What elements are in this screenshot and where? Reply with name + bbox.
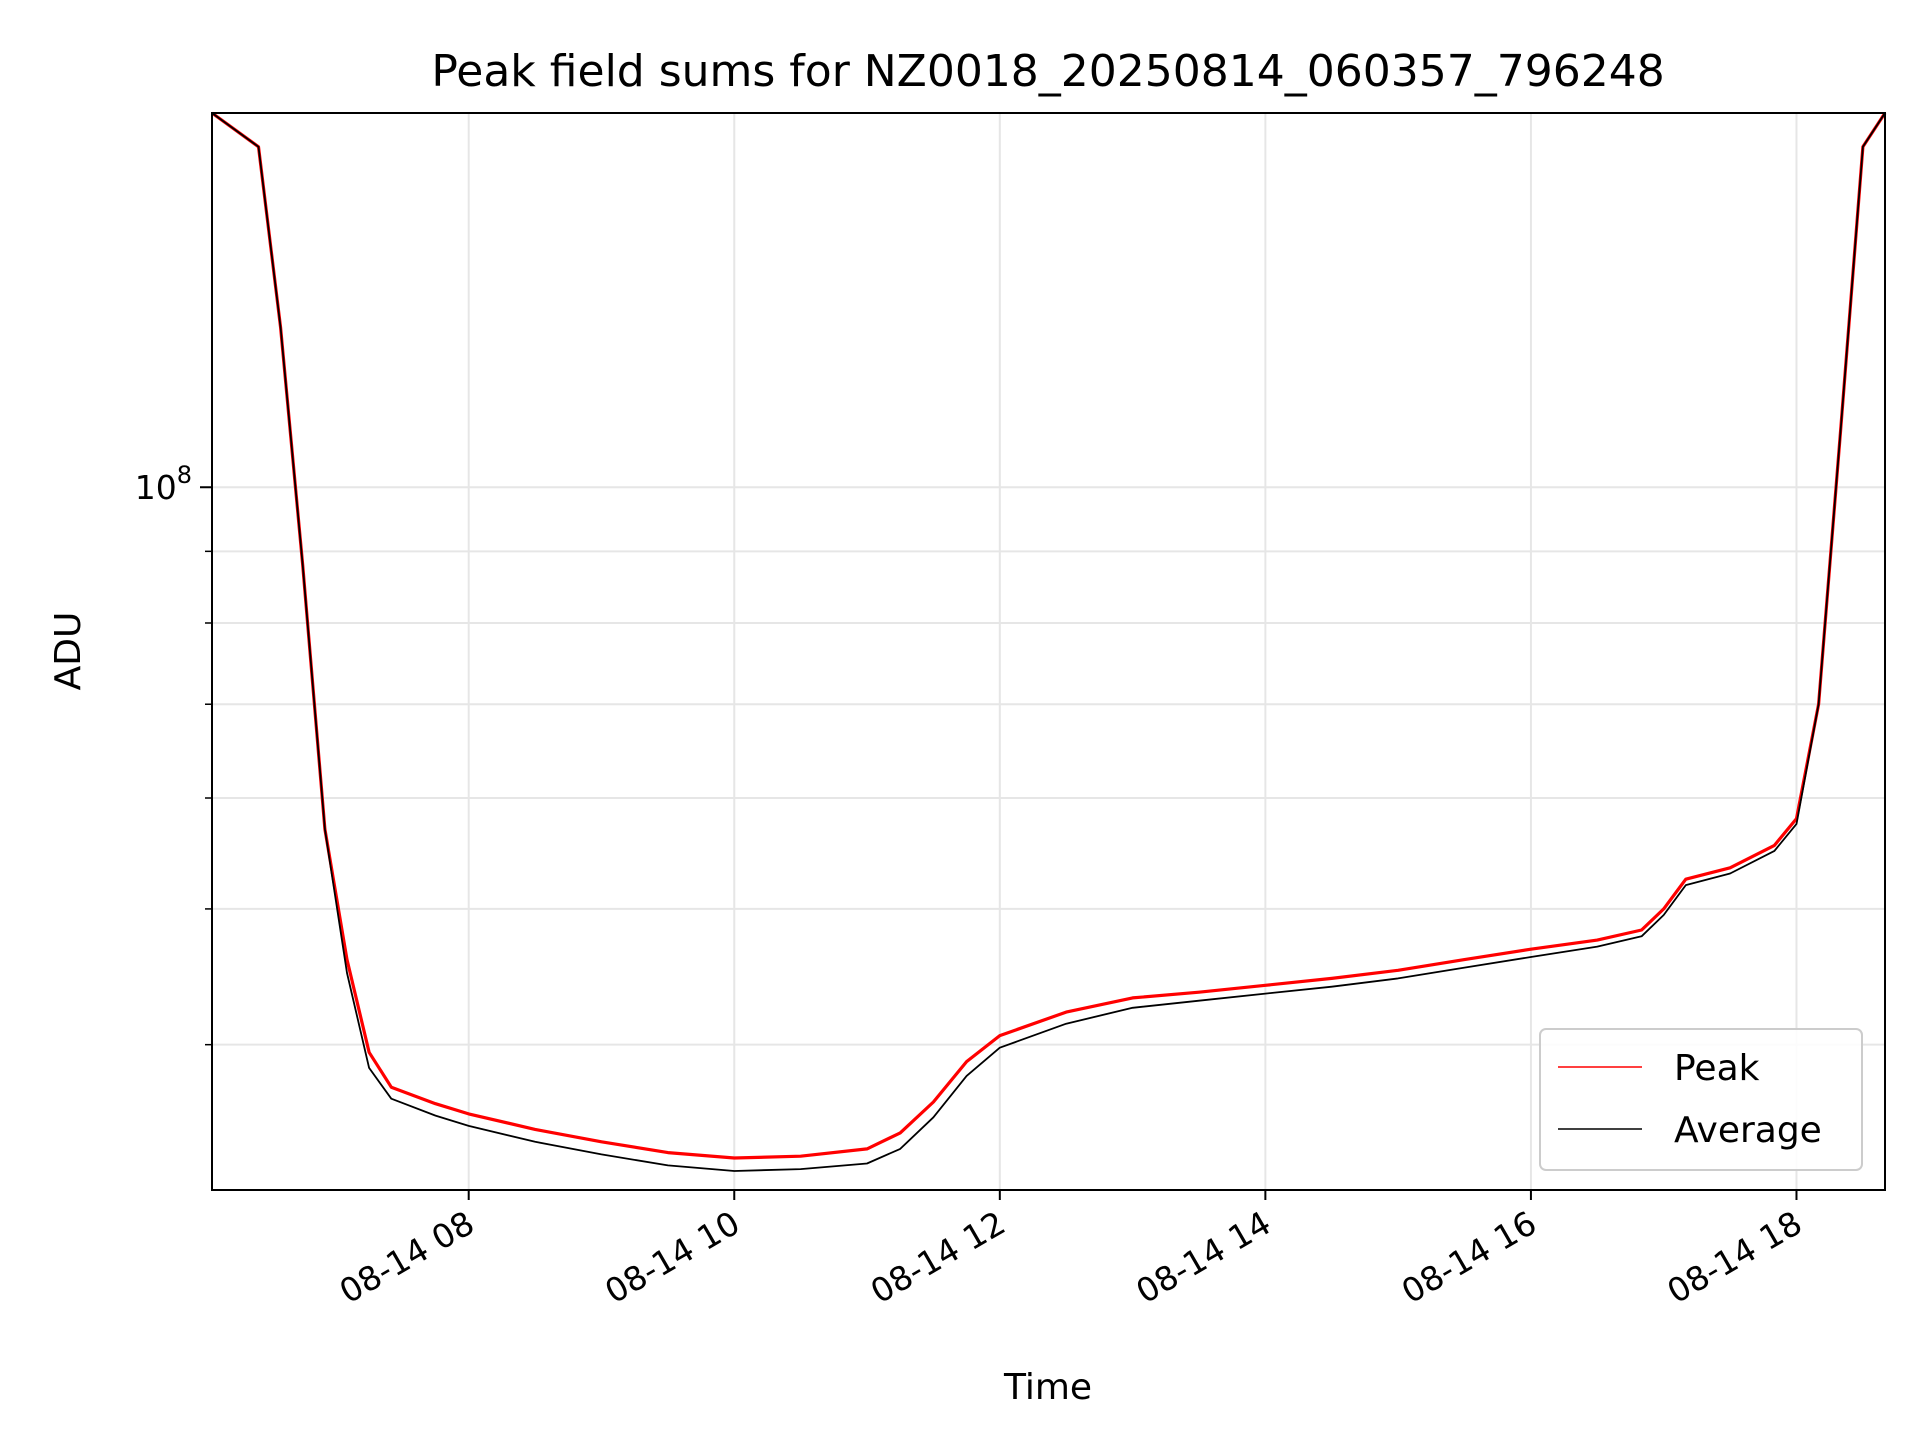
y-tick-base: 10 — [135, 468, 177, 507]
grid-lines — [212, 113, 1885, 1190]
y-axis: 108 — [135, 461, 212, 1046]
legend: Peak Average — [1539, 1028, 1863, 1171]
y-tick-exponent: 8 — [177, 461, 192, 489]
plot-frame — [211, 112, 1886, 1191]
x-axis-label: Time — [1003, 1367, 1092, 1408]
series-lines — [211, 111, 1887, 1172]
y-axis-label: ADU — [48, 612, 89, 691]
legend-average-label: Average — [1674, 1110, 1822, 1151]
y-tick-label: 108 — [135, 461, 192, 507]
chart-title: Peak field sums for NZ0018_20250814_0603… — [431, 46, 1664, 97]
series-line-average — [211, 112, 1886, 1172]
legend-box — [1539, 1028, 1863, 1171]
series-line-peak — [211, 111, 1887, 1160]
legend-peak-label: Peak — [1674, 1048, 1760, 1089]
